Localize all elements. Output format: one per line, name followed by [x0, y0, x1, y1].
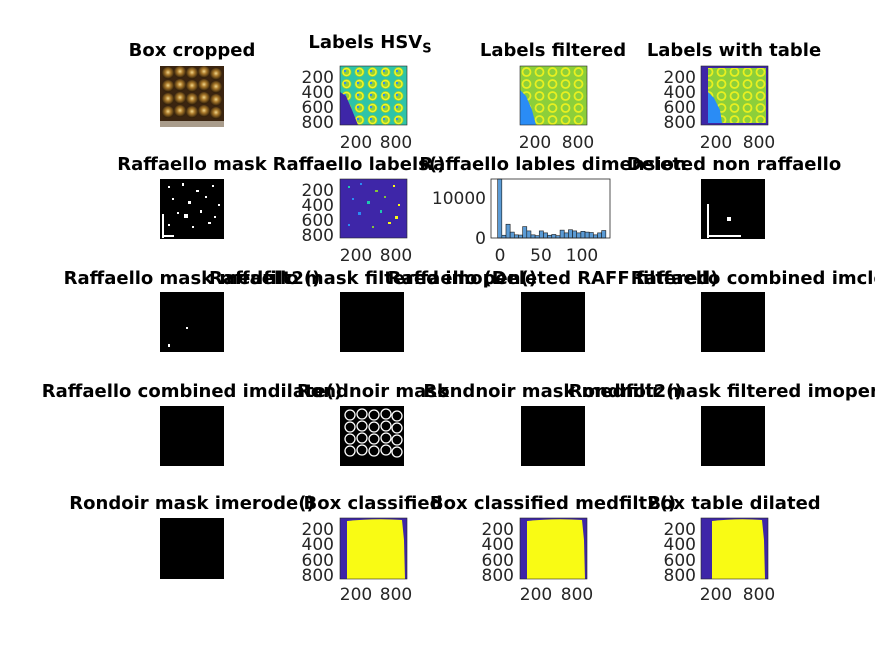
ytick-label: 800 [663, 113, 696, 133]
ytick-label: 600 [301, 551, 334, 571]
ytick-label: 600 [663, 98, 696, 118]
subplot-title-deleted-non-raffaello: Deleted non raffaello [626, 154, 842, 175]
subplot-title-raffaello-lables-dimension: Raffaello lables dimension [419, 154, 687, 175]
ytick-label: 800 [301, 113, 334, 133]
subplot-title-rondoir-mask-imerode: Rondoir mask imerode() [69, 493, 315, 514]
title-text: Labels HSV [308, 32, 423, 53]
ytick-label: 800 [301, 566, 334, 586]
xtick-label: 800 [379, 585, 413, 605]
hist-ytick-label: 10000 [431, 189, 486, 209]
subplot-title-raffaello-combined-imclose: Raffaello combined imclose() [630, 268, 875, 289]
subplot-title-raffaello-mask-medfilt2: Raffaello mask medfilt2() [63, 268, 321, 289]
subplot-title-rondnoir-mask-medfilt2: Rondnoir mask medfilt2() [423, 381, 683, 402]
ytick-label: 200 [301, 68, 334, 88]
hist-ytick-label: 0 [475, 229, 486, 249]
xtick-label: 800 [561, 133, 595, 153]
ytick-label: 800 [663, 566, 696, 586]
ytick-label: 400 [301, 196, 334, 216]
xtick-label: 200 [339, 133, 373, 153]
ytick-label: 400 [663, 535, 696, 555]
subplot-title-raffaello-combined-imdilate: Raffaello combined imdilate() [41, 381, 343, 402]
hist-xtick-label: 0 [494, 246, 506, 266]
ytick-label: 400 [301, 535, 334, 555]
xtick-label: 200 [519, 585, 553, 605]
ytick-label: 400 [301, 83, 334, 103]
subplot-title-raffaello-mask-filtered-imopen: Raffaello mask filtered imopen() [209, 268, 537, 289]
xtick-label: 800 [742, 133, 776, 153]
ytick-label: 800 [481, 566, 514, 586]
histogram-axes-box [490, 178, 611, 239]
ytick-label: 600 [663, 551, 696, 571]
ytick-label: 400 [481, 535, 514, 555]
subplot-title-raffaello-mask: Raffaello mask [117, 154, 267, 175]
hist-xtick-label: 50 [530, 246, 552, 266]
xtick-label: 800 [379, 133, 413, 153]
ytick-label: 600 [481, 551, 514, 571]
subplot-title-raffaello-labels: Raffaello labels() [272, 154, 446, 175]
ytick-label: 600 [301, 211, 334, 231]
title-subscript: S [422, 41, 432, 57]
ytick-label: 200 [481, 520, 514, 540]
xtick-label: 200 [699, 133, 733, 153]
xtick-label: 200 [339, 246, 373, 266]
subplot-title-labels-filtered: Labels filtered [479, 40, 627, 61]
xtick-label: 200 [339, 585, 373, 605]
subplot-title-labels-with-table: Labels with table [646, 40, 822, 61]
ytick-label: 400 [663, 83, 696, 103]
ytick-label: 200 [663, 520, 696, 540]
subplot-title-raffaello-deleted-raff-filtered: Raffaello (Deleted RAFF filtered) [387, 268, 719, 289]
subplot-title-rondnoir-mask-filtered-imopen: Rondnoir mask filtered imopen() [568, 381, 875, 402]
ytick-label: 200 [301, 520, 334, 540]
subplot-title-box-classified-medfilt2: Box classified medfilt2() [429, 493, 677, 514]
subplot-title-box-cropped: Box cropped [128, 40, 256, 61]
ytick-label: 800 [301, 226, 334, 246]
subplot-title-labels-hsv: Labels HSVS [308, 34, 431, 56]
xtick-label: 200 [518, 133, 552, 153]
subplot-title-box-classified: Box classified [303, 493, 443, 514]
subplot-title-box-table-dilated: Box table dilated [647, 493, 821, 514]
ytick-label: 200 [301, 181, 334, 201]
xtick-label: 800 [560, 585, 594, 605]
xtick-label: 800 [379, 246, 413, 266]
xtick-label: 800 [742, 585, 776, 605]
xtick-label: 200 [699, 585, 733, 605]
ytick-label: 200 [663, 68, 696, 88]
subplot-title-rondnoir-mask: Rondnoir mask [296, 381, 450, 402]
ytick-label: 600 [301, 98, 334, 118]
hist-xtick-label: 100 [565, 246, 599, 266]
